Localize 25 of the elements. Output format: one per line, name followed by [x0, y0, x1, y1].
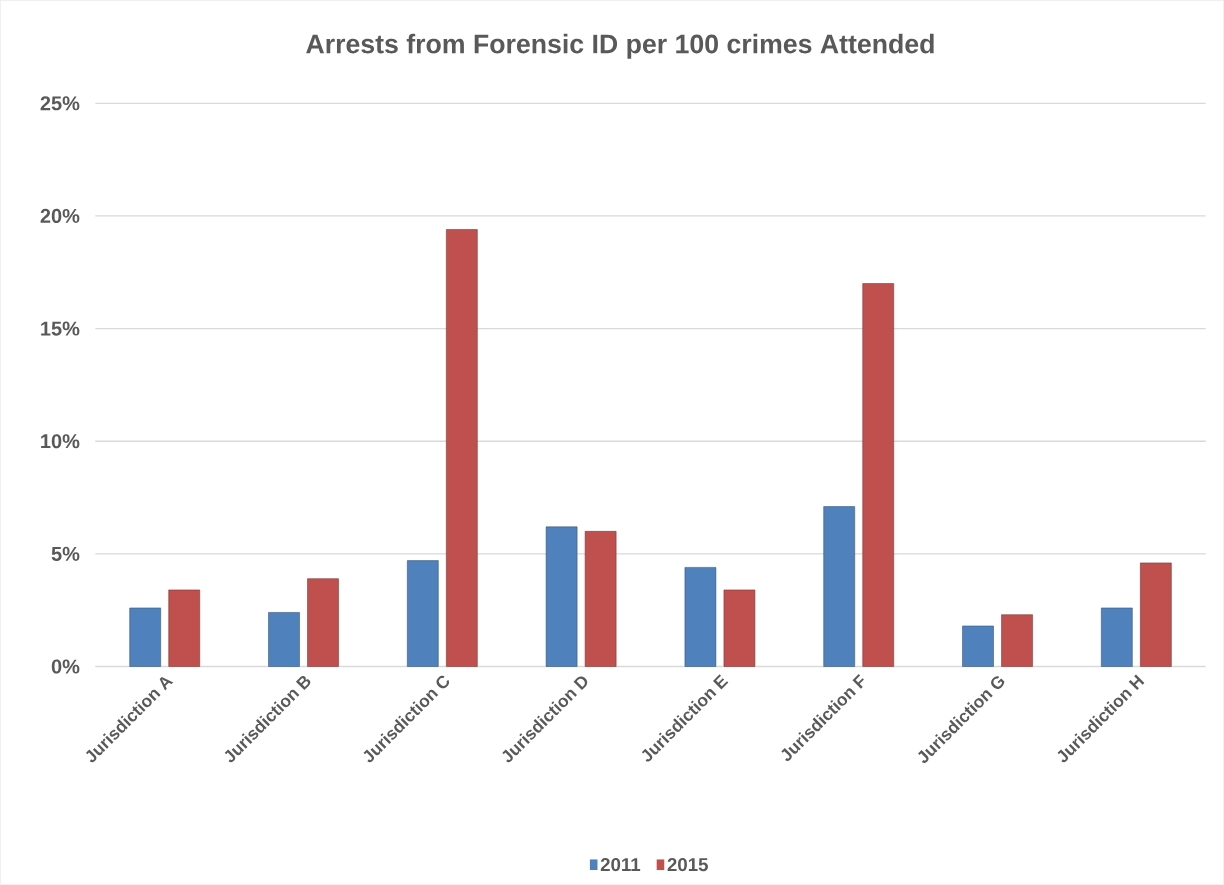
legend-label: 2015 — [667, 858, 708, 872]
y-tick-label: 20% — [40, 208, 80, 224]
bar — [684, 567, 717, 667]
y-tick-label: 15% — [41, 321, 80, 336]
bar — [407, 560, 439, 667]
bar — [1140, 562, 1172, 667]
bar — [268, 612, 300, 667]
bar — [168, 589, 200, 667]
bar — [1001, 614, 1033, 667]
bar — [723, 589, 756, 667]
bar — [823, 506, 855, 667]
legend-label: 2011 — [600, 858, 641, 872]
bar — [1101, 607, 1133, 667]
bar — [545, 526, 578, 667]
bar — [862, 283, 894, 667]
bar — [446, 229, 478, 667]
y-tick-label: 0% — [51, 659, 80, 674]
y-tick-label: 25% — [40, 96, 80, 111]
bar — [584, 531, 617, 667]
bar — [962, 625, 994, 667]
bar — [307, 578, 339, 667]
y-tick-label: 5% — [51, 546, 80, 561]
bar — [129, 607, 161, 667]
y-tick-label: 10% — [41, 434, 80, 449]
chart-title: Arrests from Forensic ID per 100 crimes Attended — [306, 33, 934, 59]
